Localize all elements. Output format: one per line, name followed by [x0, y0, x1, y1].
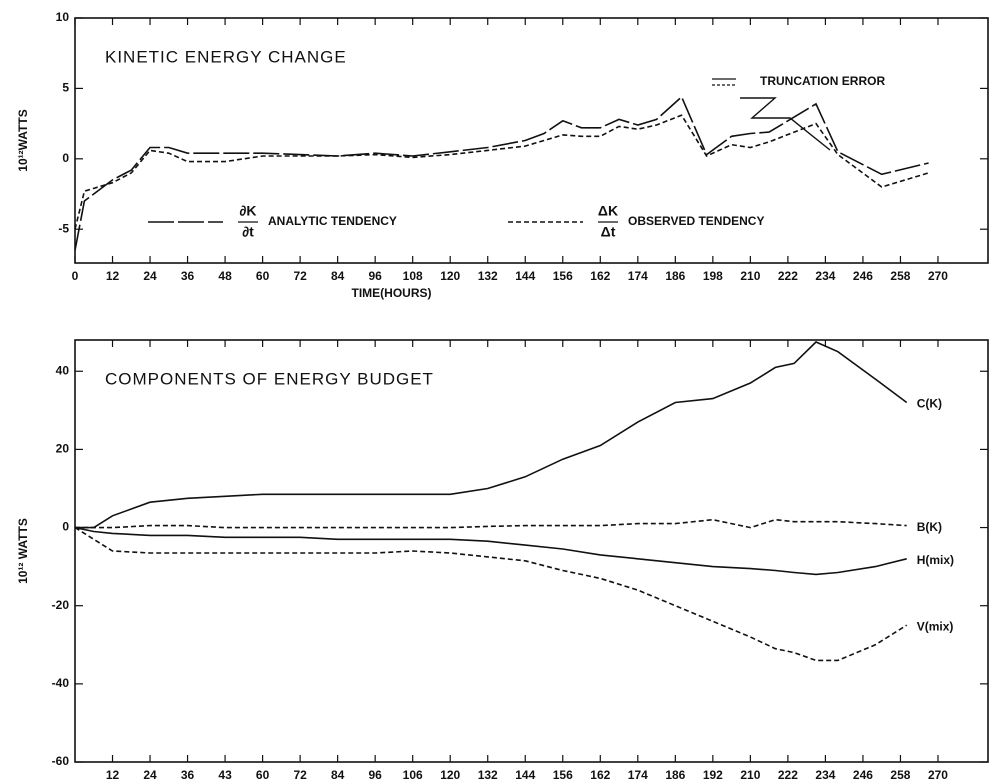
series-line	[75, 518, 907, 529]
x-tick-label: 246	[853, 768, 873, 781]
x-tick-label: 96	[368, 768, 382, 781]
x-tick-label: 72	[293, 768, 307, 781]
x-tick-label: 270	[928, 768, 948, 781]
x-tick-label: 24	[143, 269, 157, 283]
y-tick-label: 0	[62, 520, 69, 534]
x-tick-label: 234	[815, 269, 835, 283]
x-tick-label: 234	[815, 768, 835, 781]
x-tick-label: 84	[331, 269, 345, 283]
x-tick-label: 210	[740, 269, 760, 283]
x-tick-label: 108	[403, 269, 423, 283]
x-tick-label: 192	[703, 768, 723, 781]
legend-symbol-bottom: ∂t	[242, 224, 254, 240]
x-tick-label: 72	[293, 269, 307, 283]
x-tick-label: 270	[928, 269, 948, 283]
x-tick-label: 258	[890, 768, 910, 781]
x-tick-label: 132	[478, 269, 498, 283]
plot-frame	[74, 339, 989, 763]
series-label: C(K)	[917, 397, 942, 411]
x-tick-label: 24	[143, 768, 157, 781]
x-tick-label: 106	[403, 768, 423, 781]
x-tick-label: 36	[181, 768, 195, 781]
y-tick-label: -40	[52, 676, 70, 690]
y-axis-label: 10¹² WATTS	[16, 518, 30, 584]
y-tick-label: 10	[56, 10, 70, 24]
x-tick-label: 162	[590, 269, 610, 283]
series-label: B(K)	[917, 520, 942, 534]
x-tick-label: 186	[665, 269, 685, 283]
x-tick-label: 144	[515, 768, 535, 781]
x-tick-label: 144	[515, 269, 535, 283]
x-axis-label: TIME(HOURS)	[352, 286, 432, 300]
x-tick-label: 60	[256, 269, 270, 283]
x-tick-label: 210	[740, 768, 760, 781]
x-tick-label: 43	[218, 768, 232, 781]
x-tick-label: 120	[440, 768, 460, 781]
x-tick-label: 132	[478, 768, 498, 781]
y-tick-label: -5	[58, 221, 69, 235]
x-tick-label: 120	[440, 269, 460, 283]
legend-label: OBSERVED TENDENCY	[628, 214, 764, 228]
legend-symbol-bottom: Δt	[601, 224, 616, 240]
chart-title: COMPONENTS OF ENERGY BUDGET	[105, 369, 434, 388]
x-tick-label: 0	[72, 269, 79, 283]
legend-symbol-top: ΔK	[598, 203, 618, 219]
x-tick-label: 162	[590, 768, 610, 781]
x-tick-label: 84	[331, 768, 345, 781]
x-tick-label: 12	[106, 768, 120, 781]
x-tick-label: 174	[628, 768, 648, 781]
legend-label: ANALYTIC TENDENCY	[268, 214, 397, 228]
x-tick-label: 174	[628, 269, 648, 283]
y-axis-label: 10¹²WATTS	[16, 109, 30, 171]
series-line	[74, 526, 908, 662]
series-label: H(mix)	[917, 553, 954, 567]
series-line	[75, 341, 908, 529]
x-tick-label: 36	[181, 269, 195, 283]
plot-frame	[74, 17, 989, 264]
y-tick-label: 20	[56, 442, 70, 456]
truncation-label: TRUNCATION ERROR	[760, 74, 885, 88]
y-tick-label: 5	[62, 81, 69, 95]
x-tick-label: 222	[778, 768, 798, 781]
series-line	[74, 95, 929, 251]
y-tick-label: -20	[52, 598, 70, 612]
x-tick-label: 60	[256, 768, 270, 781]
legend-symbol-top: ∂K	[239, 203, 256, 219]
x-tick-label: 246	[853, 269, 873, 283]
x-tick-label: 156	[553, 768, 573, 781]
series-label: V(mix)	[917, 619, 954, 633]
series-line	[74, 114, 929, 230]
x-tick-label: 156	[553, 269, 573, 283]
x-tick-label: 222	[778, 269, 798, 283]
x-tick-label: 198	[703, 269, 723, 283]
x-tick-label: 48	[218, 269, 232, 283]
x-tick-label: 258	[890, 269, 910, 283]
y-tick-label: -60	[52, 754, 70, 768]
y-tick-label: 0	[62, 151, 69, 165]
chart-title: KINETIC ENERGY CHANGE	[105, 47, 347, 66]
x-tick-label: 12	[106, 269, 120, 283]
series-line	[74, 526, 907, 576]
x-tick-label: 186	[665, 768, 685, 781]
x-tick-label: 96	[368, 269, 382, 283]
y-tick-label: 40	[56, 363, 70, 377]
